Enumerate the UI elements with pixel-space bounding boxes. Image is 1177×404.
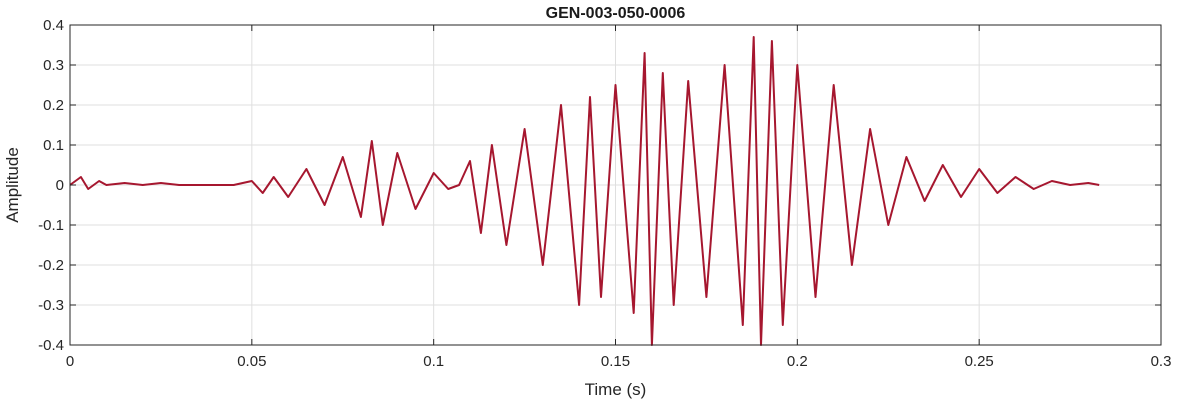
- y-tick-label: -0.4: [38, 337, 64, 354]
- waveform-line: [69, 36, 1100, 346]
- x-tick-label: 0.15: [601, 353, 630, 370]
- y-tick-label: 0.1: [43, 137, 64, 154]
- x-tick-label: 0: [66, 353, 74, 370]
- y-tick-label: 0.2: [43, 97, 64, 114]
- y-tick-label: -0.2: [38, 257, 64, 274]
- x-tick-label: 0.1: [423, 353, 444, 370]
- x-axis-label: Time (s): [585, 380, 647, 399]
- series-layer: [69, 36, 1100, 346]
- y-axis-ticks: -0.4 -0.3 -0.2 -0.1 0 0.1 0.2 0.3 0.4: [38, 17, 1161, 354]
- y-tick-label: 0: [56, 177, 64, 194]
- y-axis-label: Amplitude: [3, 147, 22, 223]
- x-tick-label: 0.25: [965, 353, 994, 370]
- x-tick-label: 0.3: [1151, 353, 1172, 370]
- y-tick-label: 0.3: [43, 57, 64, 74]
- x-axis-ticks: 0 0.05 0.1 0.15 0.2 0.25 0.3: [66, 25, 1172, 370]
- y-tick-label: 0.4: [43, 17, 64, 34]
- chart-title: GEN-003-050-0006: [546, 5, 686, 22]
- x-tick-label: 0.2: [787, 353, 808, 370]
- y-tick-label: -0.1: [38, 217, 64, 234]
- x-tick-label: 0.05: [237, 353, 266, 370]
- y-tick-label: -0.3: [38, 297, 64, 314]
